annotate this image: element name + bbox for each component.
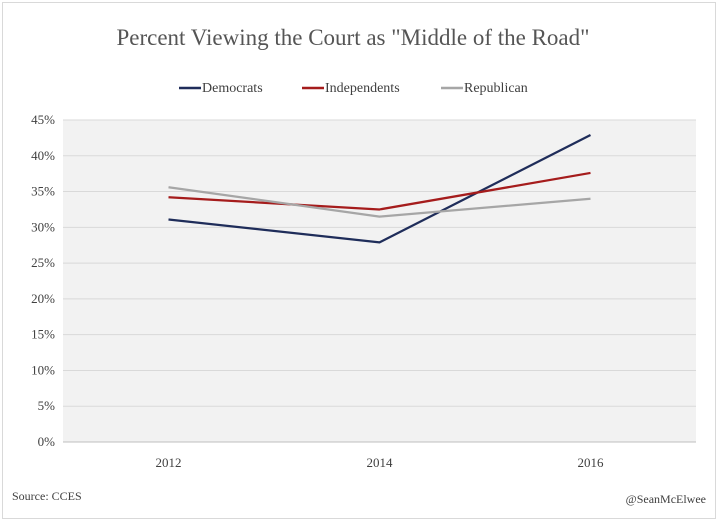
- x-axis: 2012 2014 2016: [156, 455, 605, 470]
- plot-area: [63, 120, 696, 442]
- y-tick-label: 35%: [31, 184, 55, 199]
- series-line-independents: [168, 171, 591, 211]
- y-tick-label: 0%: [38, 434, 56, 449]
- y-axis: 0% 5% 10% 15% 20% 25% 30% 35% 40% 45%: [31, 112, 55, 449]
- y-tick-label: 40%: [31, 148, 55, 163]
- y-tick-label: 45%: [31, 112, 55, 127]
- y-tick-label: 5%: [38, 398, 56, 413]
- legend-label: Democrats: [202, 81, 263, 96]
- credit-handle: @SeanMcElwee: [626, 492, 706, 506]
- legend-label: Republican: [464, 81, 528, 96]
- x-tick-label: 2014: [367, 455, 394, 470]
- y-tick-label: 15%: [31, 327, 55, 342]
- chart-title: Percent Viewing the Court as "Middle of …: [116, 25, 589, 50]
- series-group: [168, 134, 592, 244]
- x-tick-label: 2016: [578, 455, 605, 470]
- y-tick-label: 25%: [31, 255, 55, 270]
- series-line-republican: [168, 186, 591, 218]
- y-tick-label: 20%: [31, 291, 55, 306]
- y-tick-label: 10%: [31, 362, 55, 377]
- series-line-democrats: [168, 134, 592, 244]
- legend: Democrats Independents Republican: [179, 81, 528, 96]
- y-tick-label: 30%: [31, 219, 55, 234]
- gridlines: [63, 119, 696, 443]
- x-tick-label: 2012: [156, 455, 182, 470]
- source-note: Source: CCES: [12, 489, 82, 503]
- legend-label: Independents: [325, 81, 400, 96]
